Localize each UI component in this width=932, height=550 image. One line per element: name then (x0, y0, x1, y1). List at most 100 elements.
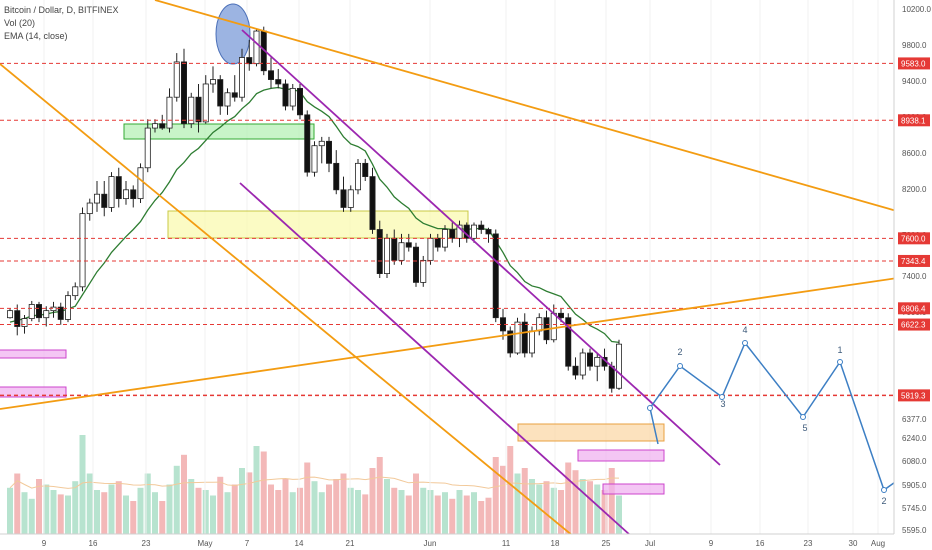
candle-body-36 (267, 70, 274, 80)
candle-body-33 (246, 57, 253, 65)
candle-body-51 (376, 229, 383, 274)
volume-bar-79 (579, 479, 586, 534)
candle-16 (123, 180, 130, 205)
candle-body-67 (492, 233, 499, 319)
candle-61 (449, 222, 456, 243)
candle-11 (86, 198, 93, 221)
candle-84 (616, 339, 623, 391)
candle-4 (36, 301, 43, 323)
volume-bar-27 (202, 490, 209, 534)
chart-legend: Bitcoin / Dollar, D, BITFINEX Vol (20) E… (4, 4, 119, 43)
time-tick-15: 30 (849, 539, 858, 548)
price-tick-9: 6377.0 (902, 415, 927, 424)
legend-title[interactable]: Bitcoin / Dollar, D, BITFINEX (4, 5, 119, 15)
time-tick-16: Aug (871, 539, 885, 548)
forecast-point-2 (719, 394, 725, 400)
candle-body-48 (354, 162, 361, 191)
volume-bar-68 (500, 465, 506, 534)
candle-52 (383, 233, 390, 279)
candle-body-71 (521, 321, 528, 354)
candle-48 (354, 158, 361, 195)
candle-19 (144, 119, 151, 173)
candle-45 (333, 150, 340, 195)
candle-74 (543, 310, 550, 345)
volume-bar-3 (28, 498, 35, 534)
volume-bar-50 (369, 468, 376, 534)
candle-47 (347, 185, 354, 212)
volume-bar-84 (616, 495, 622, 534)
candle-56 (412, 242, 419, 287)
time-tick-6: 21 (346, 539, 355, 548)
volume-bar-4 (36, 479, 42, 534)
candle-body-15 (115, 176, 122, 200)
price-tick-4: 8600.0 (902, 149, 927, 158)
candle-49 (362, 158, 369, 181)
volume-bar-81 (594, 484, 601, 534)
forecast-point-0 (647, 405, 653, 411)
price-tick-0: 10200.0 (902, 5, 931, 14)
volume-bar-0 (7, 487, 13, 534)
volume-bar-62 (456, 490, 463, 534)
price-tick-11: 6080.0 (902, 457, 927, 466)
time-tick-4: 7 (245, 539, 250, 548)
level-badge-6 (898, 389, 930, 402)
volume-layer (7, 435, 622, 534)
grid-layer (43, 0, 879, 534)
candle-31 (231, 75, 238, 102)
candle-36 (267, 57, 274, 89)
candle-body-57 (420, 259, 427, 283)
wave-label-5: 2 (881, 496, 886, 506)
volume-bar-6 (50, 490, 57, 534)
volume-bar-11 (86, 473, 93, 534)
candle-body-62 (456, 224, 463, 239)
volume-bar-60 (442, 492, 448, 534)
volume-bar-47 (347, 487, 354, 534)
candle-22 (166, 88, 173, 133)
candle-18 (137, 163, 144, 204)
volume-bar-74 (543, 481, 550, 534)
level-label-5: 6622.3 (901, 321, 926, 330)
candle-body-12 (94, 193, 101, 204)
time-tick-1: 16 (89, 539, 98, 548)
legend-volume[interactable]: Vol (20) (4, 18, 36, 28)
volume-bar-21 (159, 501, 166, 534)
forecast-point-1 (677, 363, 683, 369)
price-tick-13: 5745.0 (902, 504, 927, 513)
time-tick-10: 25 (602, 539, 611, 548)
candle-24 (180, 48, 187, 129)
candle-body-6 (50, 306, 57, 312)
candle-body-8 (65, 295, 72, 320)
candle-28 (209, 66, 216, 93)
volume-bar-52 (384, 479, 390, 534)
forecast-path (649, 341, 906, 492)
volume-bar-14 (108, 484, 115, 534)
wave-label-1: 3 (720, 399, 725, 409)
wave-label-2: 4 (742, 325, 747, 335)
time-tick-11: Jul (645, 539, 655, 548)
candle-body-84 (616, 343, 623, 389)
candle-body-29 (217, 79, 224, 107)
volume-bar-10 (79, 435, 86, 534)
price-tick-14: 5595.0 (902, 526, 927, 535)
volume-bar-46 (340, 473, 347, 534)
wave-label-0: 2 (677, 347, 682, 357)
candle-37 (275, 68, 282, 89)
trendline-orange-upper (154, 0, 932, 222)
volume-bar-32 (239, 468, 245, 534)
candle-layer (7, 26, 623, 393)
volume-bar-18 (137, 487, 144, 534)
price-tick-1: 9800.0 (902, 41, 927, 50)
time-tick-3: May (197, 539, 212, 548)
price-axis-bg (894, 0, 932, 550)
volume-bar-53 (391, 487, 398, 534)
volume-bar-26 (195, 487, 202, 534)
volume-bar-63 (463, 495, 470, 534)
candle-body-19 (144, 127, 151, 169)
candle-body-61 (449, 229, 456, 239)
forecast-point-5 (837, 359, 843, 365)
volume-bar-54 (398, 490, 405, 534)
level-label-3: 7343.4 (901, 257, 926, 266)
volume-bar-25 (188, 479, 195, 534)
legend-ema[interactable]: EMA (14, close) (4, 31, 68, 41)
